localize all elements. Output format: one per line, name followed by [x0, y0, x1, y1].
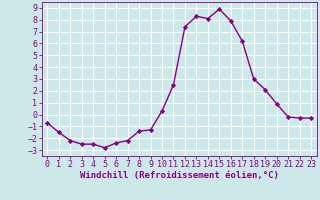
- X-axis label: Windchill (Refroidissement éolien,°C): Windchill (Refroidissement éolien,°C): [80, 171, 279, 180]
